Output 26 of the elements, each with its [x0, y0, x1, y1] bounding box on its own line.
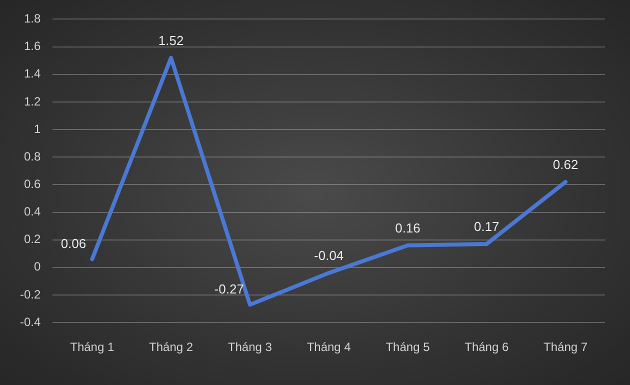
- x-tick-label: Tháng 2: [149, 340, 194, 354]
- y-tick-label: 1.4: [24, 66, 41, 81]
- y-tick-label: 1: [34, 122, 41, 136]
- data-label: 0.06: [60, 236, 86, 252]
- data-label: -0.27: [214, 282, 244, 297]
- y-tick-label: -0.4: [20, 314, 41, 329]
- y-tick-label: 1.6: [24, 39, 41, 54]
- y-tick-label: 0.6: [24, 177, 41, 192]
- y-tick-label: -0.2: [20, 287, 41, 302]
- x-tick-label: Tháng 1: [70, 340, 114, 354]
- y-tick-label: 0.8: [24, 149, 41, 164]
- data-label: 0.17: [474, 219, 500, 234]
- x-tick-label: Tháng 5: [386, 340, 430, 354]
- x-tick-label: Tháng 3: [228, 340, 272, 354]
- data-label: 0.16: [395, 220, 420, 236]
- y-tick-label: 1.2: [24, 94, 41, 108]
- x-tick-label: Tháng 7: [544, 340, 588, 354]
- data-label: 1.52: [158, 32, 184, 48]
- y-tick-label: 0.2: [24, 232, 41, 246]
- y-tick-label: 0: [34, 260, 41, 274]
- data-label: 0.62: [552, 157, 578, 172]
- x-tick-label: Tháng 4: [306, 340, 352, 354]
- data-label: -0.04: [314, 248, 344, 264]
- y-tick-label: 0.4: [24, 204, 41, 219]
- x-tick-label: Tháng 6: [464, 340, 509, 354]
- y-tick-label: 1.8: [24, 12, 41, 26]
